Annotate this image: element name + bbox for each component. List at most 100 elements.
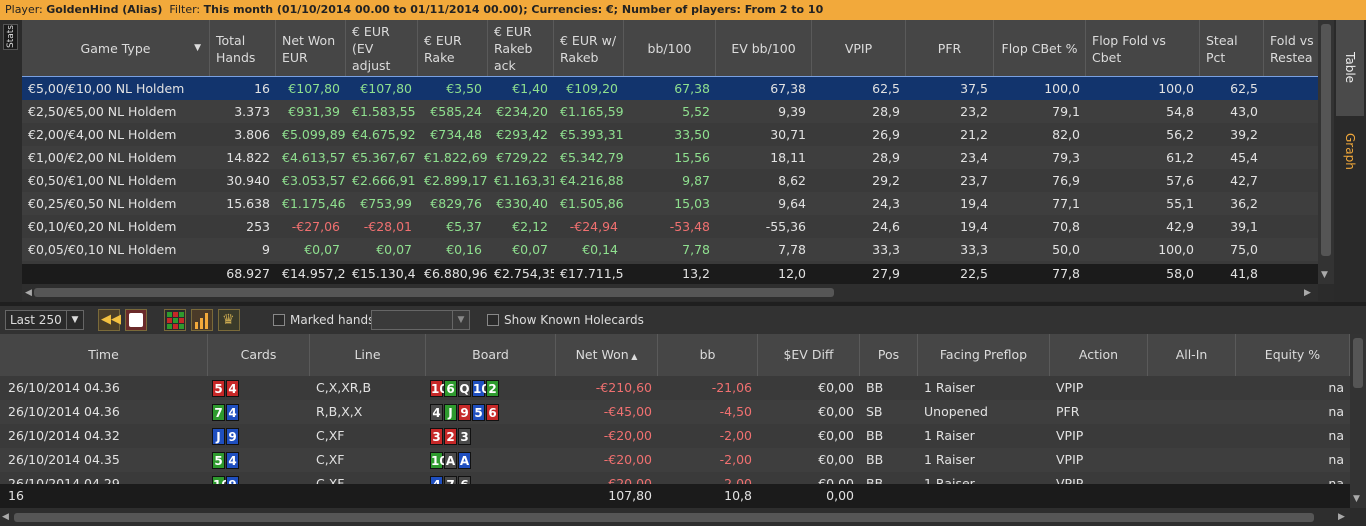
column-header-action[interactable]: Action bbox=[1050, 334, 1148, 376]
cell-pfr: 21,2 bbox=[960, 127, 988, 142]
column-header-net[interactable]: Net Won EUR bbox=[276, 20, 346, 77]
cell-bb: -21,06 bbox=[711, 380, 752, 395]
table-row[interactable]: €0,25/€0,50 NL Holdem 15.638 €1.175,46 €753… bbox=[22, 192, 1318, 215]
column-header-hands[interactable]: Total Hands bbox=[210, 20, 276, 77]
column-header-label: Flop Fold vs Cbet bbox=[1092, 32, 1166, 65]
table-row[interactable]: €5,00/€10,00 NL Holdem 16 €107,80 €107,80 €3… bbox=[22, 76, 1318, 101]
player-label: Player: bbox=[5, 3, 43, 16]
total-pfr: 22,5 bbox=[960, 266, 988, 281]
cell-action: VPIP bbox=[1056, 428, 1084, 443]
show-holecards-checkbox[interactable] bbox=[487, 314, 499, 326]
marked-hands-select[interactable]: ▼ bbox=[371, 310, 470, 330]
player-name[interactable]: GoldenHind (Alias) bbox=[46, 3, 163, 16]
column-header-pfr[interactable]: PFR bbox=[906, 20, 994, 77]
scroll-left-arrow-icon[interactable]: ◀ bbox=[25, 288, 32, 298]
playing-card: 4 bbox=[430, 404, 443, 421]
column-header-cbet[interactable]: Flop CBet % bbox=[994, 20, 1086, 77]
hands-range-select[interactable]: Last 250 ▼ bbox=[5, 310, 84, 330]
replay-hand-button[interactable] bbox=[125, 309, 147, 331]
cell-time: 26/10/2014 04.32 bbox=[8, 428, 120, 443]
hands-table-horizontal-scrollbar[interactable]: ◀ ▶ bbox=[0, 508, 1350, 526]
table-row[interactable]: 26/10/2014 04.36 5 4 C,X,XR,B 106 Q 102 -€210,6… bbox=[0, 376, 1350, 400]
column-header-label: Board bbox=[472, 347, 509, 362]
tab-graph[interactable]: Graph bbox=[1343, 132, 1357, 170]
column-header-cards[interactable]: Cards bbox=[208, 334, 310, 376]
trophy-button[interactable]: ♛ bbox=[218, 309, 240, 331]
column-header-pos[interactable]: Pos bbox=[860, 334, 918, 376]
stats-table-horizontal-scrollbar[interactable]: ◀ ▶ bbox=[22, 284, 1318, 301]
cell-line: R,B,X,X bbox=[316, 404, 363, 419]
column-header-label: Game Type bbox=[80, 41, 151, 56]
playing-card: 6 bbox=[486, 404, 499, 421]
stats-table-vertical-scrollbar[interactable]: ▼ bbox=[1318, 20, 1334, 284]
column-header-rakeback[interactable]: € EUR Rakeb ack bbox=[488, 20, 554, 77]
column-header-label: PFR bbox=[937, 41, 962, 56]
table-row[interactable]: 26/10/2014 04.32 J 9 C,XF 3 2 3 -€20,00 -2,00 €0,… bbox=[0, 424, 1350, 448]
scrollbar-thumb[interactable] bbox=[14, 513, 1314, 522]
column-header-ev[interactable]: € EUR (EV adjust bbox=[346, 20, 418, 77]
chevron-down-icon[interactable]: ▼ bbox=[452, 311, 469, 329]
column-header-net[interactable]: Net Won ▲ bbox=[556, 334, 658, 376]
column-header-label: € EUR (EV adjust bbox=[352, 24, 391, 73]
hand-grid-button[interactable] bbox=[164, 309, 186, 331]
table-row[interactable]: €0,50/€1,00 NL Holdem 30.940 €3.053,57 €2.6… bbox=[22, 169, 1318, 192]
cell-wrake: €0,14 bbox=[582, 242, 618, 257]
table-row[interactable]: €0,10/€0,20 NL Holdem 253 -€27,06 -€28,01 €5… bbox=[22, 215, 1318, 238]
column-header-equity[interactable]: Equity % bbox=[1236, 334, 1350, 376]
rewind-button[interactable]: ◀◀ bbox=[98, 309, 121, 331]
column-header-line[interactable]: Line bbox=[310, 334, 426, 376]
column-header-foldcbet[interactable]: Flop Fold vs Cbet bbox=[1086, 20, 1200, 77]
column-header-bb[interactable]: bb bbox=[658, 334, 758, 376]
column-header-wrake[interactable]: € EUR w/ Rakeb bbox=[554, 20, 624, 77]
cell-allin bbox=[1148, 472, 1236, 484]
bar-chart-button[interactable] bbox=[191, 309, 213, 331]
scrollbar-thumb[interactable] bbox=[1353, 338, 1363, 388]
scrollbar-thumb[interactable] bbox=[34, 288, 834, 297]
scroll-right-arrow-icon[interactable]: ▶ bbox=[1304, 288, 1311, 298]
column-header-allin[interactable]: All-In bbox=[1148, 334, 1236, 376]
column-header-board[interactable]: Board bbox=[426, 334, 556, 376]
cell-allin bbox=[1148, 400, 1236, 424]
hands-table-vertical-scrollbar[interactable]: ▼ bbox=[1350, 334, 1366, 508]
cell-foldcbet: 57,6 bbox=[1166, 173, 1194, 188]
column-header-facing[interactable]: Facing Preflop bbox=[918, 334, 1050, 376]
scroll-down-arrow-icon[interactable]: ▼ bbox=[1321, 270, 1328, 280]
cell-bb100: 15,56 bbox=[674, 150, 710, 165]
column-header-time[interactable]: Time bbox=[0, 334, 208, 376]
cell-hands: 30.940 bbox=[226, 173, 270, 188]
table-row[interactable]: €0,05/€0,10 NL Holdem 9 €0,07 €0,07 €0,16 €0,… bbox=[22, 238, 1318, 261]
column-header-rake[interactable]: € EUR Rake bbox=[418, 20, 488, 77]
table-row[interactable]: €2,50/€5,00 NL Holdem 3.373 €931,39 €1.583,… bbox=[22, 100, 1318, 123]
column-header-evbb[interactable]: EV bb/100 bbox=[716, 20, 812, 77]
tab-table[interactable]: Table bbox=[1336, 20, 1364, 116]
column-header-steal[interactable]: Steal Pct bbox=[1200, 20, 1264, 77]
sort-dropdown-icon[interactable]: ▼ bbox=[194, 43, 201, 53]
cell-steal: 42,7 bbox=[1230, 173, 1258, 188]
scroll-left-arrow-icon[interactable]: ◀ bbox=[2, 512, 9, 522]
scroll-down-arrow-icon[interactable]: ▼ bbox=[1353, 494, 1360, 504]
table-row[interactable]: €2,00/€4,00 NL Holdem 3.806 €5.099,89 €4.67… bbox=[22, 123, 1318, 146]
column-header-evdiff[interactable]: $EV Diff bbox=[758, 334, 860, 376]
scroll-right-arrow-icon[interactable]: ▶ bbox=[1338, 512, 1345, 522]
cell-cards: 109 bbox=[208, 472, 310, 484]
marked-hands-checkbox[interactable] bbox=[273, 314, 285, 326]
cell-cbet: 77,1 bbox=[1052, 196, 1080, 211]
total-bb100: 13,2 bbox=[682, 266, 710, 281]
table-row[interactable]: 26/10/2014 04.36 7 4 R,B,X,X 4 J 9 5 6 -€45,00 -4,… bbox=[0, 400, 1350, 424]
table-row[interactable]: 26/10/2014 04.35 5 4 C,XF 10A A -€20,00 -2,00 €0… bbox=[0, 448, 1350, 472]
pane-divider[interactable] bbox=[0, 302, 1366, 306]
scrollbar-thumb[interactable] bbox=[1321, 24, 1331, 256]
stats-tab[interactable]: Stats bbox=[3, 24, 18, 50]
table-row[interactable]: €1,00/€2,00 NL Holdem 14.822 €4.613,57 €5.3… bbox=[22, 146, 1318, 169]
cell-ev: €107,80 bbox=[360, 81, 412, 96]
chevron-down-icon[interactable]: ▼ bbox=[66, 311, 83, 329]
cell-allin bbox=[1148, 448, 1236, 472]
column-header-vpip[interactable]: VPIP bbox=[812, 20, 906, 77]
cell-game: €0,50/€1,00 NL Holdem bbox=[28, 173, 177, 188]
filter-description[interactable]: This month (01/10/2014 00.00 to 01/11/20… bbox=[203, 3, 824, 16]
column-header-bb100[interactable]: bb/100 bbox=[624, 20, 716, 77]
table-row[interactable]: 26/10/2014 04.29 109 C,XF 476 -€20,00 -2,00 €0… bbox=[0, 472, 1350, 484]
column-header-game[interactable]: Game Type ▼ bbox=[22, 20, 210, 77]
cell-net: €107,80 bbox=[288, 81, 340, 96]
column-header-foldresteal[interactable]: Fold vs Restea bbox=[1264, 20, 1318, 77]
